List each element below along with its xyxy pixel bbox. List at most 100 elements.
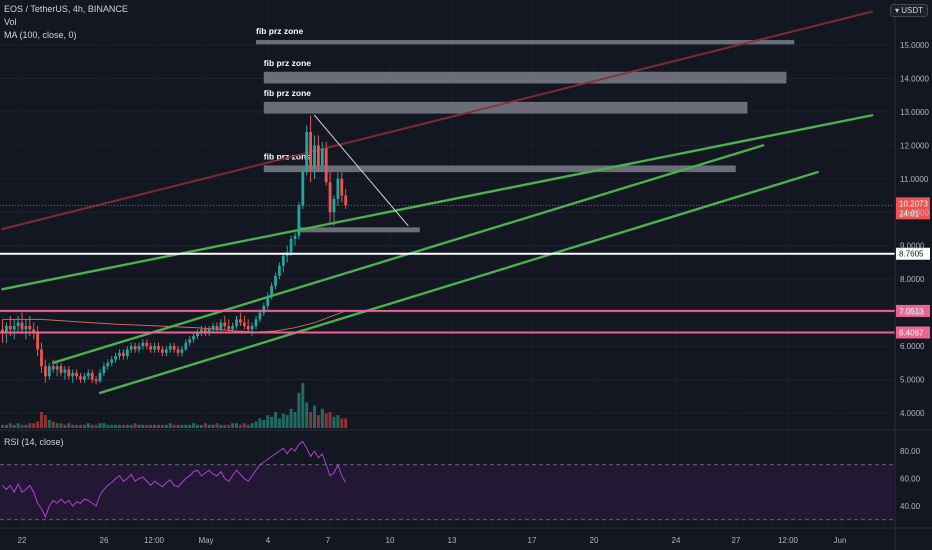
volume-bar — [114, 424, 118, 428]
candle-body — [215, 326, 219, 330]
candle-body — [161, 349, 164, 353]
chevron-down-icon: ▾ — [894, 6, 902, 15]
x-tick-label: 24 — [672, 536, 681, 545]
currency-badge[interactable]: ▾ USDT — [889, 4, 928, 17]
candle-body — [317, 145, 320, 166]
fib-zone-box — [298, 227, 420, 233]
volume-bar — [94, 424, 98, 428]
y-tick-label: 9.0000 — [900, 242, 925, 251]
candle-body — [192, 336, 195, 340]
trend-line-channel-lower — [98, 170, 819, 395]
ma-indicator-label[interactable]: MA (100, close, 0) — [4, 30, 77, 40]
candle-body — [211, 326, 215, 330]
volume-indicator-label[interactable]: Vol — [4, 17, 17, 27]
candle-body — [102, 366, 106, 373]
volume-bar — [336, 415, 340, 428]
candle-body — [289, 239, 293, 253]
volume-bar — [160, 424, 164, 428]
volume-bar — [121, 424, 125, 428]
volume-bar — [16, 423, 20, 428]
y-tick-label: 4.0000 — [900, 409, 925, 418]
volume-bar — [32, 423, 36, 428]
volume-bar — [340, 418, 344, 428]
volume-bar — [71, 424, 75, 428]
volume-bar — [196, 424, 199, 428]
price-label-box — [896, 326, 930, 339]
volume-bar — [324, 413, 328, 428]
currency-label: USDT — [901, 6, 923, 15]
volume-bar — [192, 423, 196, 428]
candle-body — [281, 255, 285, 266]
candle-body — [176, 349, 180, 353]
volume-bar — [262, 420, 266, 428]
candle-body — [172, 346, 176, 350]
y-tick-label: 8.0000 — [900, 275, 925, 284]
fib-zone-box — [263, 101, 748, 114]
price-label-box — [896, 247, 930, 260]
candle-body — [168, 346, 172, 350]
candle-body — [149, 346, 153, 350]
volume-bar — [215, 423, 219, 428]
candle-body — [145, 342, 149, 347]
symbol-title[interactable]: EOS / TetherUS, 4h, BINANCE — [4, 4, 128, 14]
volume-bar — [133, 423, 137, 428]
volume-bar — [24, 424, 28, 428]
candle-body — [71, 372, 75, 377]
x-tick-label: 12:00 — [144, 536, 165, 545]
volume-bar — [223, 424, 227, 428]
candle-body — [219, 322, 223, 330]
volume-bar — [86, 423, 90, 428]
volume-bar — [47, 420, 51, 428]
volume-bar — [98, 423, 102, 428]
volume-bar — [344, 418, 348, 428]
candle-body — [98, 372, 102, 382]
volume-bar — [250, 423, 254, 428]
candle-body — [36, 332, 39, 350]
volume-bar — [281, 413, 285, 428]
price-label-text: 8.7605 — [899, 250, 924, 259]
candle-body — [188, 339, 192, 343]
volume-bar — [141, 424, 145, 428]
candle-body — [164, 349, 168, 353]
fib-zones: fib prz zone fib prz zone fib prz zone fib … — [256, 26, 795, 233]
candle-body — [141, 342, 145, 347]
rsi-tick-label: 40.00 — [900, 502, 921, 511]
candle-body — [266, 295, 270, 306]
candle-body — [250, 326, 254, 330]
volume-bar — [320, 408, 324, 428]
volume-bar — [129, 424, 133, 428]
candle-body — [184, 342, 188, 350]
volume-bar — [293, 412, 297, 428]
volume-bar — [164, 424, 168, 428]
y-tick-label: 6.0000 — [900, 342, 925, 351]
candle-body — [137, 346, 141, 350]
volume-bar — [12, 424, 16, 428]
candle-body — [1, 329, 4, 333]
candle-body — [278, 265, 281, 276]
candle-body — [223, 322, 227, 327]
candle-body — [328, 182, 332, 213]
fib-zone-label: fib prz zone — [256, 26, 303, 36]
trend-line-descending — [314, 114, 409, 227]
volume-bar — [75, 424, 79, 428]
y-tick-label: 11.0000 — [900, 175, 929, 184]
candle-body — [83, 376, 86, 380]
fib-zone-box — [263, 71, 787, 84]
candle-body — [231, 326, 234, 330]
candle-body — [24, 326, 28, 330]
candle-body — [344, 195, 348, 206]
rsi-line — [2, 440, 347, 519]
candle-body — [75, 372, 78, 377]
volume-bar — [188, 424, 192, 428]
volume-bar — [238, 424, 242, 428]
volume-bar — [79, 424, 82, 428]
rsi-indicator-label[interactable]: RSI (14, close) — [4, 437, 64, 447]
volume-bar — [137, 424, 141, 428]
x-tick-label: 20 — [590, 536, 599, 545]
fib-zone-box — [256, 39, 795, 45]
volume-bar — [67, 423, 71, 428]
